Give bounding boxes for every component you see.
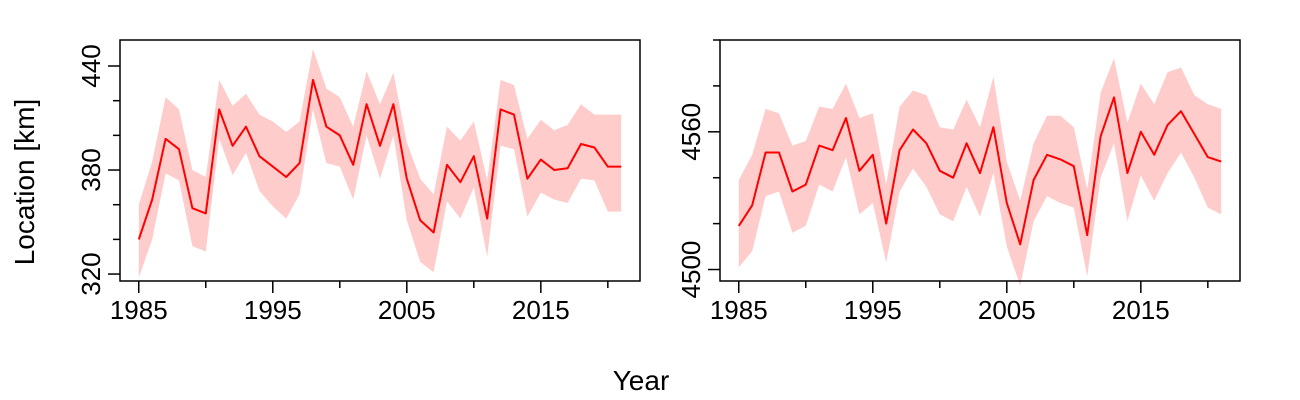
x-tick-label: 1985: [110, 295, 168, 325]
x-tick-label: 2015: [512, 295, 570, 325]
y-tick-label: 380: [76, 148, 106, 191]
x-tick-label: 1995: [844, 295, 902, 325]
y-tick-label: 440: [76, 44, 106, 87]
x-tick-label: 2005: [978, 295, 1036, 325]
y-tick-label: 320: [76, 252, 106, 295]
x-tick-label: 1985: [710, 295, 768, 325]
chart-panel-right: 1985 1995 2005 2015 4500 4560: [676, 39, 1241, 325]
x-axis-title: Year: [613, 365, 670, 396]
x-tick-label: 1995: [244, 295, 302, 325]
x-tick-label: 2015: [1112, 295, 1170, 325]
confidence-band: [138, 48, 622, 278]
series-line: [737, 96, 1222, 246]
y-tick-label: 4500: [676, 241, 706, 299]
plot-frame: [719, 39, 1241, 282]
y-axis-title: Location [km]: [9, 99, 40, 266]
plot-frame: [119, 39, 641, 282]
x-tick-label: 2005: [378, 295, 436, 325]
chart-panel-left: 1985 1995 2005 2015 320 380 440: [76, 39, 641, 325]
y-tick-label: 4560: [676, 103, 706, 161]
series-line: [137, 78, 622, 240]
